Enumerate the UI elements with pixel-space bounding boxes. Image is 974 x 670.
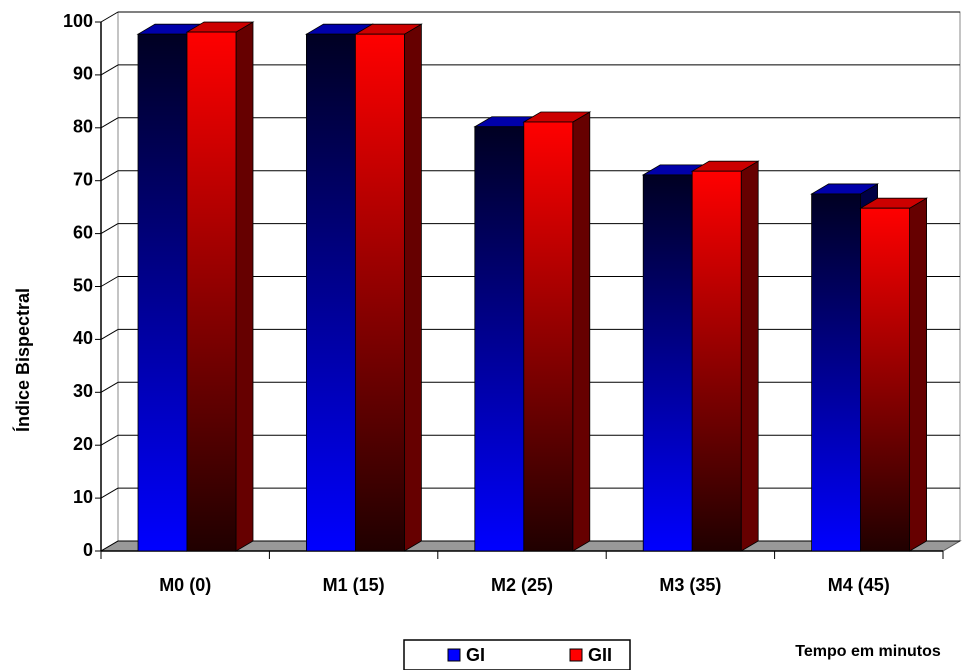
bar bbox=[691, 170, 742, 552]
bar bbox=[474, 126, 525, 552]
grid-line-side bbox=[100, 117, 119, 129]
grid-line-side bbox=[100, 540, 119, 552]
grid-line-side bbox=[100, 487, 119, 499]
grid-line-side bbox=[100, 223, 119, 235]
y-tick-label: 100 bbox=[63, 11, 93, 31]
y-tick-label: 80 bbox=[73, 117, 93, 137]
bar-side bbox=[235, 21, 254, 552]
x-tick-label: M0 (0) bbox=[159, 575, 211, 595]
legend-swatch bbox=[447, 648, 461, 662]
bar-side bbox=[403, 23, 422, 552]
bar bbox=[642, 174, 693, 552]
y-axis-title: Índice Bispectral bbox=[12, 288, 33, 432]
bar bbox=[523, 121, 574, 552]
grid-line-side bbox=[100, 328, 119, 340]
grid-line-side bbox=[100, 170, 119, 182]
grid-line-side bbox=[100, 64, 119, 76]
grid-line-side bbox=[100, 276, 119, 287]
grid-line-side bbox=[100, 11, 119, 23]
legend-box bbox=[403, 639, 631, 670]
bar bbox=[186, 31, 237, 552]
grid-line-side bbox=[100, 381, 119, 393]
x-tick-label: M1 (15) bbox=[323, 575, 385, 595]
bar bbox=[811, 193, 861, 552]
legend-swatch bbox=[569, 648, 583, 662]
y-tick-label: 90 bbox=[73, 64, 93, 84]
y-tick-label: 40 bbox=[73, 328, 93, 348]
bar bbox=[137, 33, 188, 552]
bar bbox=[354, 33, 405, 552]
bar-side bbox=[909, 197, 927, 552]
bar bbox=[305, 33, 356, 552]
x-tick-label: M4 (45) bbox=[828, 575, 890, 595]
legend-label: GII bbox=[588, 645, 612, 665]
y-tick-label: 20 bbox=[73, 434, 93, 454]
x-axis-title: Tempo em minutos bbox=[795, 643, 941, 660]
y-tick-label: 0 bbox=[83, 540, 93, 560]
x-tick-label: M3 (35) bbox=[659, 575, 721, 595]
grid-line-side bbox=[100, 434, 119, 446]
y-tick-label: 30 bbox=[73, 381, 93, 401]
bar-side bbox=[572, 111, 591, 552]
y-tick-label: 10 bbox=[73, 487, 93, 507]
bar-side bbox=[740, 160, 759, 552]
bar bbox=[860, 207, 910, 552]
y-tick-label: 70 bbox=[73, 169, 93, 189]
x-tick-label: M2 (25) bbox=[491, 575, 553, 595]
y-tick-label: 50 bbox=[73, 275, 93, 295]
legend-label: GI bbox=[466, 645, 485, 665]
y-tick-label: 60 bbox=[73, 222, 93, 242]
